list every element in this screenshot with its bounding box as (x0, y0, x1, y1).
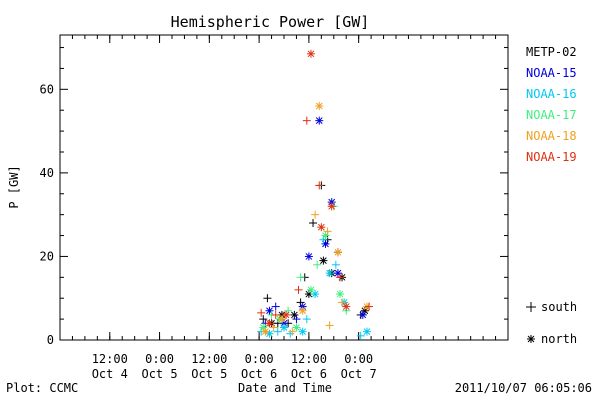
x-tick-date-label: Oct 5 (141, 367, 177, 381)
x-tick-date-label: Oct 5 (191, 367, 227, 381)
data-point-south (313, 260, 322, 269)
series-noaa-18 (261, 102, 371, 336)
y-tick-label: 40 (40, 166, 54, 180)
plot-credit: Plot: CCMC (6, 381, 78, 395)
data-point-south (269, 323, 278, 332)
x-tick-time-label: 0:00 (344, 352, 373, 366)
data-point-south (331, 260, 340, 269)
data-point-north (319, 256, 328, 265)
series-noaa-15 (261, 116, 367, 328)
x-tick-time-label: 0:00 (145, 352, 174, 366)
y-tick-label: 20 (40, 249, 54, 263)
y-tick-label: 0 (47, 333, 54, 347)
data-point-north (336, 290, 344, 299)
data-point-north (280, 323, 288, 332)
x-tick-time-label: 12:00 (191, 352, 227, 366)
data-point-south (259, 315, 268, 324)
data-point-north (358, 310, 367, 319)
data-point-south (271, 302, 280, 311)
x-tick-time-label: 12:00 (291, 352, 327, 366)
data-point-south (311, 210, 320, 219)
x-tick-time-label: 12:00 (92, 352, 128, 366)
data-point-north (298, 306, 307, 315)
y-axis-label: P [GW] (7, 165, 21, 208)
data-point-south (325, 321, 334, 330)
data-point-north (298, 327, 307, 336)
data-point-south (292, 315, 301, 324)
data-point-north (304, 252, 313, 261)
data-point-north (265, 319, 274, 328)
marker-legend-plus-icon (526, 302, 536, 312)
data-point-north (306, 49, 315, 58)
x-tick-date-label: Oct 6 (291, 367, 327, 381)
data-point-north (362, 327, 371, 336)
data-points (257, 49, 374, 340)
data-point-north (327, 202, 336, 211)
chart-title: Hemispheric Power [GW] (171, 13, 370, 31)
legend-item-noaa-19: NOAA-19 (526, 150, 577, 164)
marker-legend-south: south (541, 300, 577, 314)
data-point-north (265, 306, 274, 315)
plot-timestamp: 2011/10/07 06:05:06 (455, 381, 592, 395)
legend-item-noaa-15: NOAA-15 (526, 66, 577, 80)
data-point-south (257, 308, 266, 317)
data-point-south (286, 329, 295, 338)
data-point-north (333, 248, 342, 257)
data-point-south (315, 181, 324, 190)
marker-legend-north: north (541, 332, 577, 346)
series-noaa-17 (259, 202, 351, 332)
x-tick-date-label: Oct 7 (341, 367, 377, 381)
data-point-south (263, 294, 272, 303)
data-point-south (323, 227, 332, 236)
data-point-north (282, 310, 291, 319)
legend-item-noaa-17: NOAA-17 (526, 108, 577, 122)
data-point-south (273, 327, 282, 336)
data-point-south (296, 273, 305, 282)
data-point-south (271, 310, 280, 319)
data-point-south (288, 327, 297, 336)
legend-item-noaa-16: NOAA-16 (526, 87, 577, 101)
data-point-south (302, 315, 311, 324)
marker-legend-asterisk-icon (527, 335, 535, 343)
plot-frame (59, 34, 509, 341)
data-point-north (261, 327, 270, 336)
x-tick-date-label: Oct 4 (92, 367, 128, 381)
data-point-north (342, 302, 351, 311)
data-point-south (338, 298, 347, 307)
data-point-south (309, 219, 318, 228)
legend-item-noaa-18: NOAA-18 (526, 129, 577, 143)
x-tick-date-label: Oct 6 (241, 367, 277, 381)
data-point-north (325, 269, 334, 278)
data-point-north (292, 323, 301, 332)
x-axis-label: Date and Time (238, 381, 332, 395)
series-noaa-16 (257, 235, 371, 340)
data-point-north (290, 310, 299, 319)
data-point-north (333, 269, 342, 278)
data-point-south (336, 273, 344, 282)
data-point-north (317, 223, 326, 232)
legend: METP-02 NOAA-15 NOAA-16 NOAA-17 NOAA-18 NOAA-… (526, 45, 577, 164)
data-point-north (315, 102, 324, 111)
series-noaa-19 (257, 49, 374, 328)
data-point-south (294, 285, 303, 294)
data-point-north (321, 231, 330, 240)
data-point-south (365, 302, 374, 311)
legend-item-metp-02: METP-02 (526, 45, 577, 59)
data-point-north (306, 285, 315, 294)
data-point-south (356, 331, 365, 340)
y-tick-label: 60 (40, 82, 54, 96)
data-point-south (302, 116, 311, 125)
data-point-north (321, 239, 330, 248)
x-tick-time-label: 0:00 (245, 352, 274, 366)
data-point-north (315, 116, 324, 125)
